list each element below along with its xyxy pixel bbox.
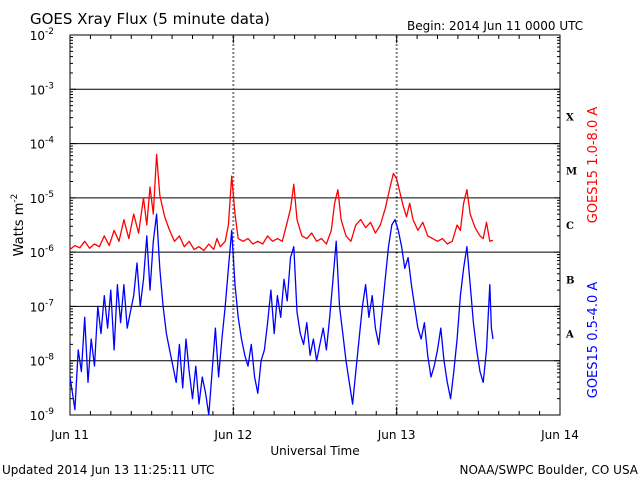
y-axis: 10-210-310-410-510-610-710-810-9 bbox=[30, 27, 560, 423]
y-tick-base: 10 bbox=[30, 29, 45, 43]
y-tick-base: 10 bbox=[30, 355, 45, 369]
chart-title: GOES Xray Flux (5 minute data) bbox=[30, 10, 270, 28]
y-tick-exponent: -6 bbox=[45, 244, 54, 254]
y-tick-label: 10-7 bbox=[30, 298, 54, 314]
x-tick-label: Jun 14 bbox=[540, 428, 579, 442]
flare-class-x: X bbox=[566, 112, 574, 123]
y-tick-label: 10-5 bbox=[30, 190, 54, 206]
series-line-1 bbox=[69, 153, 494, 252]
y-tick-exponent: -9 bbox=[45, 407, 54, 417]
y-tick-label: 10-6 bbox=[30, 244, 55, 260]
y-tick-exponent: -5 bbox=[45, 190, 54, 200]
series-line-2 bbox=[69, 213, 494, 416]
flare-class-m: M bbox=[566, 167, 577, 178]
x-axis-label: Universal Time bbox=[270, 444, 359, 458]
legend-series-1: GOES15 1.0-8.0 A bbox=[586, 107, 601, 224]
y-tick-base: 10 bbox=[30, 83, 45, 97]
svg-text:Watts m-2: Watts m-2 bbox=[10, 194, 27, 257]
y-tick-label: 10-9 bbox=[30, 407, 55, 423]
x-axis: Jun 11 Jun 12 Jun 13 Jun 14 bbox=[50, 35, 579, 442]
x-tick-label: Jun 12 bbox=[213, 428, 252, 442]
y-tick-exponent: -8 bbox=[45, 353, 54, 363]
grid-lines bbox=[70, 36, 560, 414]
y-tick-exponent: -4 bbox=[45, 136, 54, 146]
y-tick-base: 10 bbox=[30, 409, 45, 423]
y-axis-label: Watts m bbox=[12, 203, 27, 257]
source-credit: NOAA/SWPC Boulder, CO USA bbox=[460, 463, 639, 477]
updated-timestamp: Updated 2014 Jun 13 11:25:11 UTC bbox=[2, 463, 214, 477]
flare-class-b: B bbox=[566, 275, 574, 286]
y-axis-label-group: Watts m-2 bbox=[10, 194, 27, 257]
y-tick-base: 10 bbox=[30, 192, 45, 206]
y-tick-label: 10-4 bbox=[30, 136, 55, 152]
begin-label: Begin: 2014 Jun 11 0000 UTC bbox=[407, 19, 583, 33]
y-tick-label: 10-2 bbox=[30, 27, 54, 43]
legend-series-2: GOES15 0.5-4.0 A bbox=[586, 282, 601, 399]
flare-class-a: A bbox=[565, 330, 574, 341]
y-tick-label: 10-3 bbox=[30, 81, 54, 97]
y-axis-label-exponent: -2 bbox=[10, 194, 20, 203]
flare-class-labels: X M C B A bbox=[565, 112, 577, 340]
y-tick-base: 10 bbox=[30, 138, 45, 152]
y-tick-exponent: -7 bbox=[45, 298, 54, 308]
x-tick-label: Jun 13 bbox=[377, 428, 416, 442]
y-tick-label: 10-8 bbox=[30, 353, 55, 369]
x-tick-label: Jun 11 bbox=[50, 428, 89, 442]
y-tick-exponent: -3 bbox=[45, 81, 54, 91]
y-tick-base: 10 bbox=[30, 246, 45, 260]
series-lines bbox=[69, 153, 494, 416]
y-tick-base: 10 bbox=[30, 300, 45, 314]
flare-class-c: C bbox=[566, 221, 574, 232]
y-tick-exponent: -2 bbox=[45, 27, 54, 37]
